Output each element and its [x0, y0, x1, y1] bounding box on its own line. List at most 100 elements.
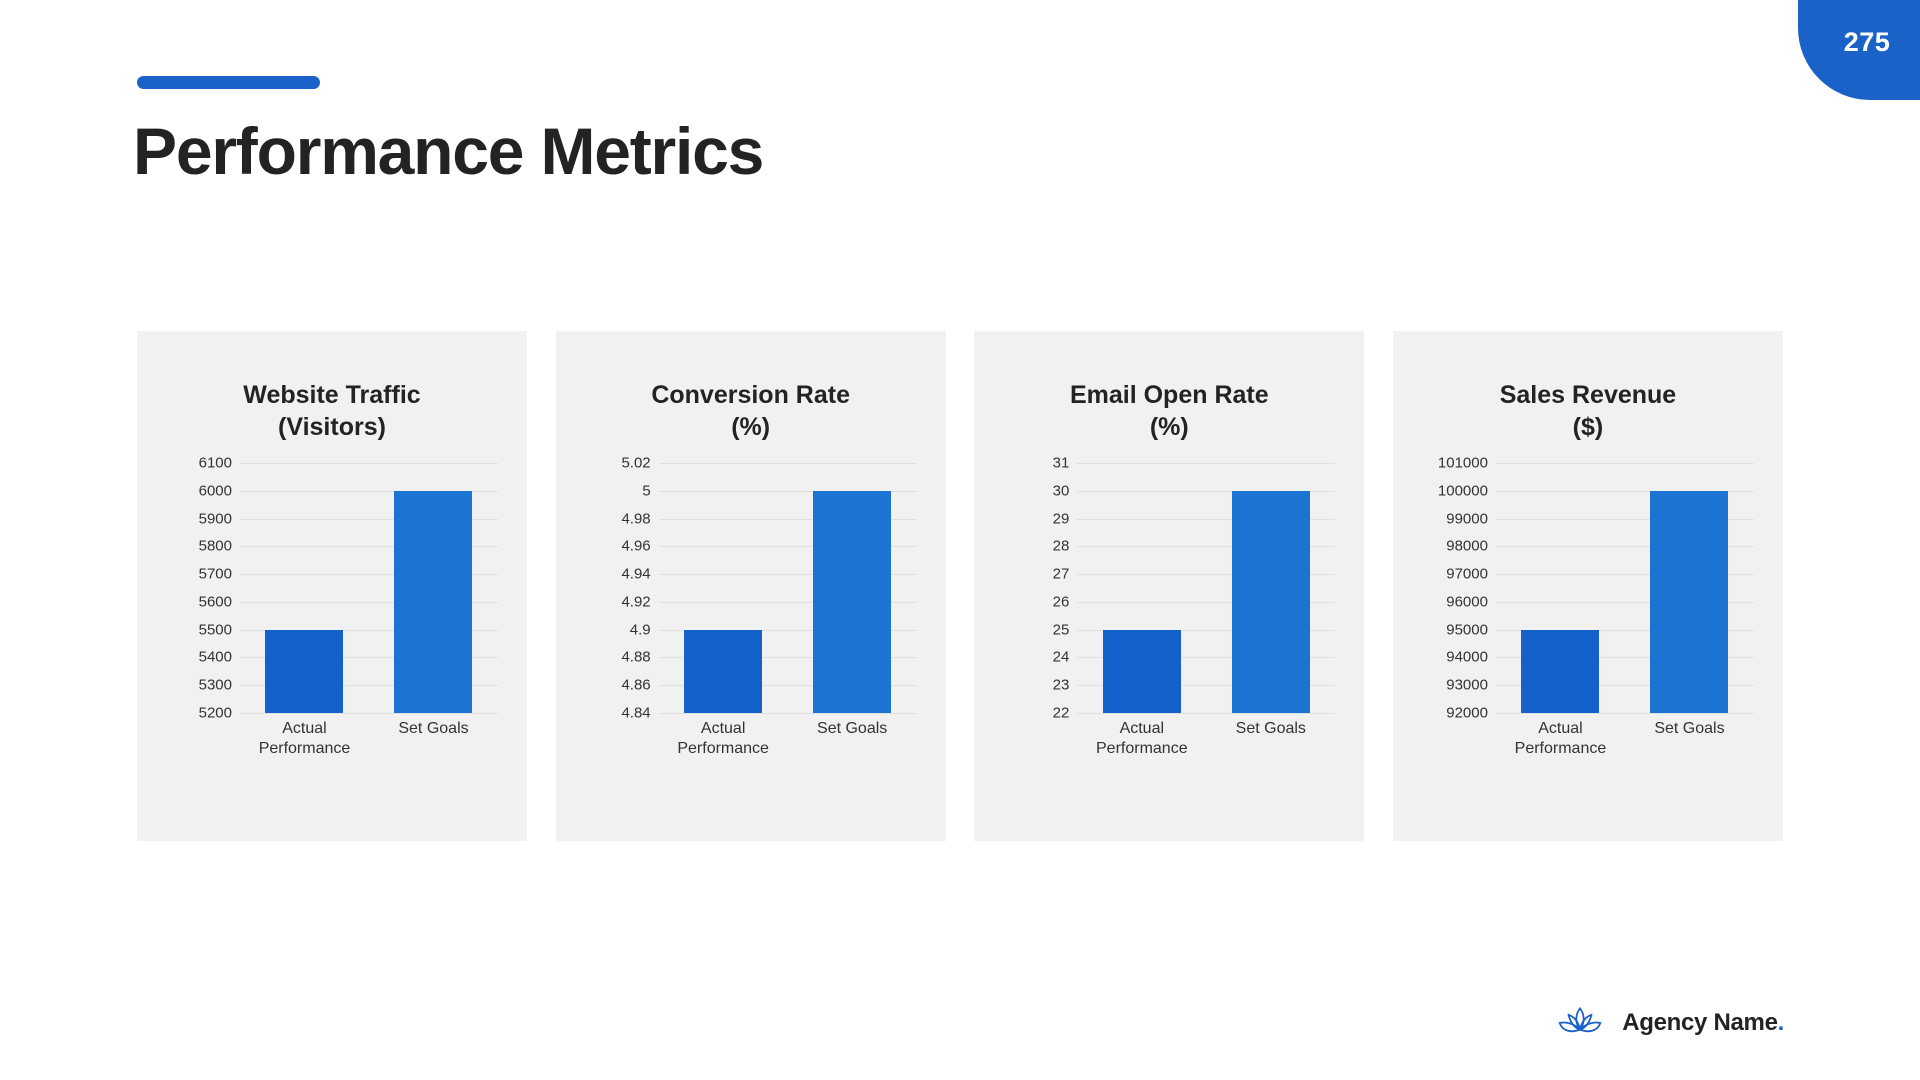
- metric-card: Website Traffic (Visitors) 6100 6000 5900 580…: [137, 331, 527, 841]
- agency-name-dot: .: [1777, 1009, 1785, 1036]
- title-accent-bar: [137, 76, 320, 89]
- bar-slot: [1214, 463, 1328, 713]
- x-axis-tick-label: Actual Performance: [1504, 719, 1618, 763]
- chart-title: Website Traffic (Visitors): [153, 379, 512, 443]
- y-axis-tick-label: 5600: [198, 593, 232, 611]
- metric-cards-row: Website Traffic (Visitors) 6100 6000 5900 580…: [137, 331, 1783, 841]
- gridline: [1495, 574, 1754, 576]
- chart-title-line1: Conversion Rate: [651, 381, 850, 409]
- x-label-line1: Actual: [1119, 720, 1165, 737]
- bar-slot: [1085, 463, 1199, 713]
- plot-area: [240, 463, 498, 714]
- gridline: [1077, 546, 1336, 548]
- bar-actual-performance[interactable]: [265, 629, 344, 713]
- bar-slot: [1633, 463, 1747, 713]
- gridline: [658, 490, 917, 492]
- gridline: [240, 629, 498, 631]
- gridline: [658, 685, 917, 687]
- gridline: [1495, 546, 1754, 548]
- gridline: [658, 463, 917, 464]
- x-axis-tick-label: Actual Performance: [1085, 719, 1199, 763]
- bar-slot: [795, 463, 909, 713]
- page-title: Performance Metrics: [133, 114, 764, 188]
- x-axis: Actual Performance Set Goals: [1496, 713, 1754, 763]
- agency-name-text: Agency Name: [1622, 1009, 1778, 1036]
- y-axis-tick-label: 93000: [1446, 676, 1488, 694]
- y-axis-tick-label: 29: [1052, 510, 1070, 528]
- y-axis-tick-label: 31: [1052, 454, 1070, 472]
- y-axis-tick-label: 4.86: [621, 676, 651, 694]
- gridline: [1077, 574, 1336, 576]
- bar-set-goals[interactable]: [394, 490, 473, 713]
- y-axis-tick-label: 4.94: [621, 565, 651, 583]
- chart-title-line2: (%): [731, 413, 771, 441]
- y-axis-tick-label: 100000: [1437, 482, 1488, 500]
- x-axis: Actual Performance Set Goals: [240, 713, 498, 763]
- y-axis-tick-label: 24: [1052, 648, 1070, 666]
- x-axis-tick-label: Actual Performance: [666, 719, 780, 763]
- bar-actual-performance[interactable]: [1521, 629, 1600, 713]
- gridline: [240, 574, 498, 576]
- x-axis-tick-label: Actual Performance: [248, 719, 362, 763]
- y-axis-tick-label: 27: [1052, 565, 1070, 583]
- gridline: [1495, 601, 1754, 603]
- metric-card: Sales Revenue ($) 101000 100000 99000 98000 97…: [1392, 331, 1783, 841]
- gridline: [240, 490, 498, 492]
- y-axis-tick-label: 98000: [1446, 537, 1488, 555]
- y-axis-tick-label: 6000: [198, 482, 232, 500]
- chart-title: Conversion Rate (%): [571, 379, 930, 443]
- bar-chart: 5.02 5 4.98 4.96 4.94 4.92 4.9 4.88 4.86 4.84 Actu…: [581, 455, 921, 763]
- y-axis-tick-label: 5400: [198, 648, 232, 666]
- y-axis-tick-label: 4.98: [621, 510, 651, 528]
- y-axis-tick-label: 101000: [1437, 454, 1488, 472]
- x-label-line2: Performance: [1514, 740, 1607, 757]
- y-axis-tick-label: 5: [642, 482, 651, 500]
- y-axis-tick-label: 6100: [198, 454, 232, 472]
- gridline: [1077, 657, 1336, 659]
- gridline: [1495, 685, 1754, 687]
- y-axis-tick-label: 30: [1052, 482, 1070, 500]
- plot-area: [1077, 463, 1336, 714]
- page-number-badge: 275: [1798, 0, 1920, 100]
- gridline: [658, 601, 917, 603]
- gridline: [240, 657, 498, 659]
- bar-actual-performance[interactable]: [1102, 629, 1181, 713]
- y-axis-tick-label: 4.92: [621, 593, 651, 611]
- gridline: [1495, 629, 1754, 631]
- gridline: [1495, 490, 1754, 492]
- gridline: [240, 601, 498, 603]
- chart-title: Sales Revenue ($): [1409, 379, 1768, 443]
- y-axis-tick-label: 4.96: [621, 537, 651, 555]
- plot-area: [1495, 463, 1754, 714]
- bar-set-goals[interactable]: [813, 490, 892, 713]
- metric-card: Email Open Rate (%) 31 30 29 28 27 26 25 24 23 22 Ac…: [974, 331, 1365, 841]
- chart-title-line2: (Visitors): [278, 413, 386, 441]
- y-axis: 5.02 5 4.98 4.96 4.94 4.92 4.9 4.88 4.86 4.84: [581, 455, 659, 722]
- bar-group: [240, 463, 498, 713]
- y-axis-tick-label: 26: [1052, 593, 1070, 611]
- bar-actual-performance[interactable]: [684, 629, 763, 713]
- bar-slot: [666, 463, 780, 713]
- y-axis-tick-label: 5800: [198, 537, 232, 555]
- bar-set-goals[interactable]: [1231, 490, 1310, 713]
- y-axis-tick-label: 4.88: [621, 648, 651, 666]
- y-axis-tick-label: 97000: [1446, 565, 1488, 583]
- gridline: [240, 713, 498, 714]
- chart-title-line2: ($): [1572, 413, 1604, 441]
- gridline: [1495, 657, 1754, 659]
- gridline: [240, 685, 498, 687]
- bar-set-goals[interactable]: [1650, 490, 1729, 713]
- y-axis-tick-label: 99000: [1446, 510, 1488, 528]
- bar-group: [659, 463, 917, 713]
- gridline: [1077, 601, 1336, 603]
- y-axis: 6100 6000 5900 5800 5700 5600 5500 5400 5300 5200: [162, 455, 240, 722]
- x-axis-tick-label: Set Goals: [398, 720, 469, 737]
- y-axis-tick-label: 5300: [198, 676, 232, 694]
- y-axis-tick-label: 5500: [198, 621, 232, 639]
- x-label-line1: Actual: [700, 720, 746, 737]
- gridline: [658, 629, 917, 631]
- gridline: [240, 463, 498, 464]
- gridline: [1495, 518, 1754, 520]
- bar-chart: 101000 100000 99000 98000 97000 96000 95000 940…: [1418, 455, 1758, 763]
- y-axis-tick-label: 96000: [1446, 593, 1488, 611]
